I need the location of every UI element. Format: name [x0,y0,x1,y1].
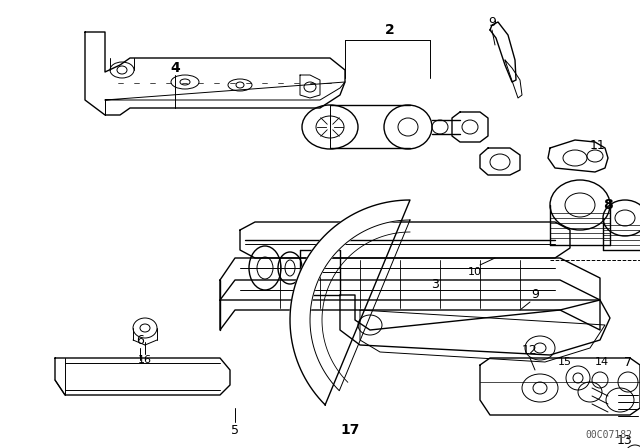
Text: 6: 6 [136,333,144,346]
Text: 2: 2 [385,23,395,37]
Text: 9: 9 [488,16,496,29]
Text: 10: 10 [468,267,482,277]
Text: 8: 8 [603,198,613,212]
Text: 16: 16 [138,355,152,365]
Text: 17: 17 [340,423,360,437]
Text: 3: 3 [431,279,439,292]
Text: 11: 11 [590,138,606,151]
Text: 9: 9 [531,289,539,302]
Text: 15: 15 [558,357,572,367]
Text: 7: 7 [624,356,632,369]
Text: 5: 5 [231,423,239,436]
Text: 13: 13 [617,434,633,447]
Polygon shape [290,200,410,405]
Text: 00C07182: 00C07182 [585,430,632,440]
Text: 12: 12 [522,344,538,357]
Text: 14: 14 [595,357,609,367]
Text: 4: 4 [170,61,180,75]
